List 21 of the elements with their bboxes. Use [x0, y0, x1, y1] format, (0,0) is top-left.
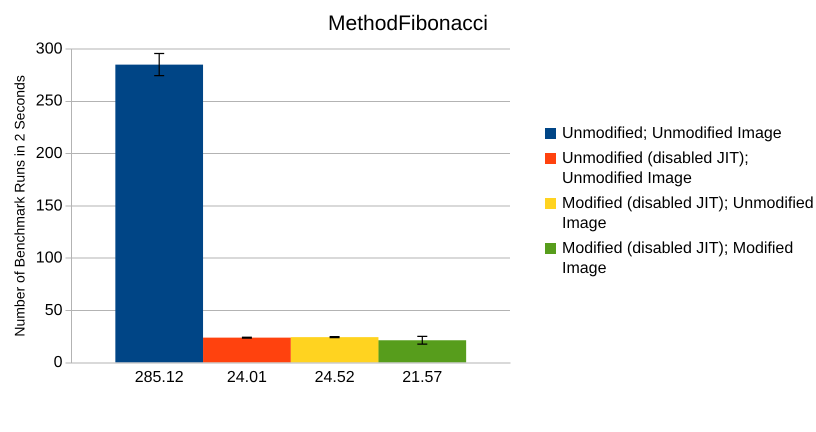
chart-title: MethodFibonacci [327, 12, 489, 36]
legend-label: Modified (disabled JIT); Unmodified Image [562, 194, 815, 234]
data-label: 24.52 [314, 369, 355, 386]
y-axis-title: Number of Benchmark Runs in 2 Seconds [11, 75, 28, 337]
y-tick-label: 250 [36, 92, 63, 110]
bar [290, 337, 378, 362]
bar [115, 64, 204, 362]
data-label: 24.01 [226, 369, 268, 386]
y-tick-label: 50 [44, 302, 63, 319]
y-tick-label: 200 [36, 145, 63, 162]
legend-label: Modified (disabled JIT); Modified Image [562, 239, 794, 279]
bar [203, 338, 291, 362]
y-tick-label: 150 [36, 197, 63, 214]
bar [378, 340, 466, 362]
y-tick-label: 300 [36, 40, 63, 58]
data-label: 21.57 [402, 369, 442, 386]
y-tick-label: 100 [36, 250, 63, 267]
legend-label: Unmodified (disabled JIT); Unmodified Image [562, 149, 750, 189]
legend-label: Unmodified; Unmodified Image [562, 124, 782, 144]
y-tick-label: 0 [54, 354, 63, 372]
data-label: 285.12 [134, 369, 184, 386]
